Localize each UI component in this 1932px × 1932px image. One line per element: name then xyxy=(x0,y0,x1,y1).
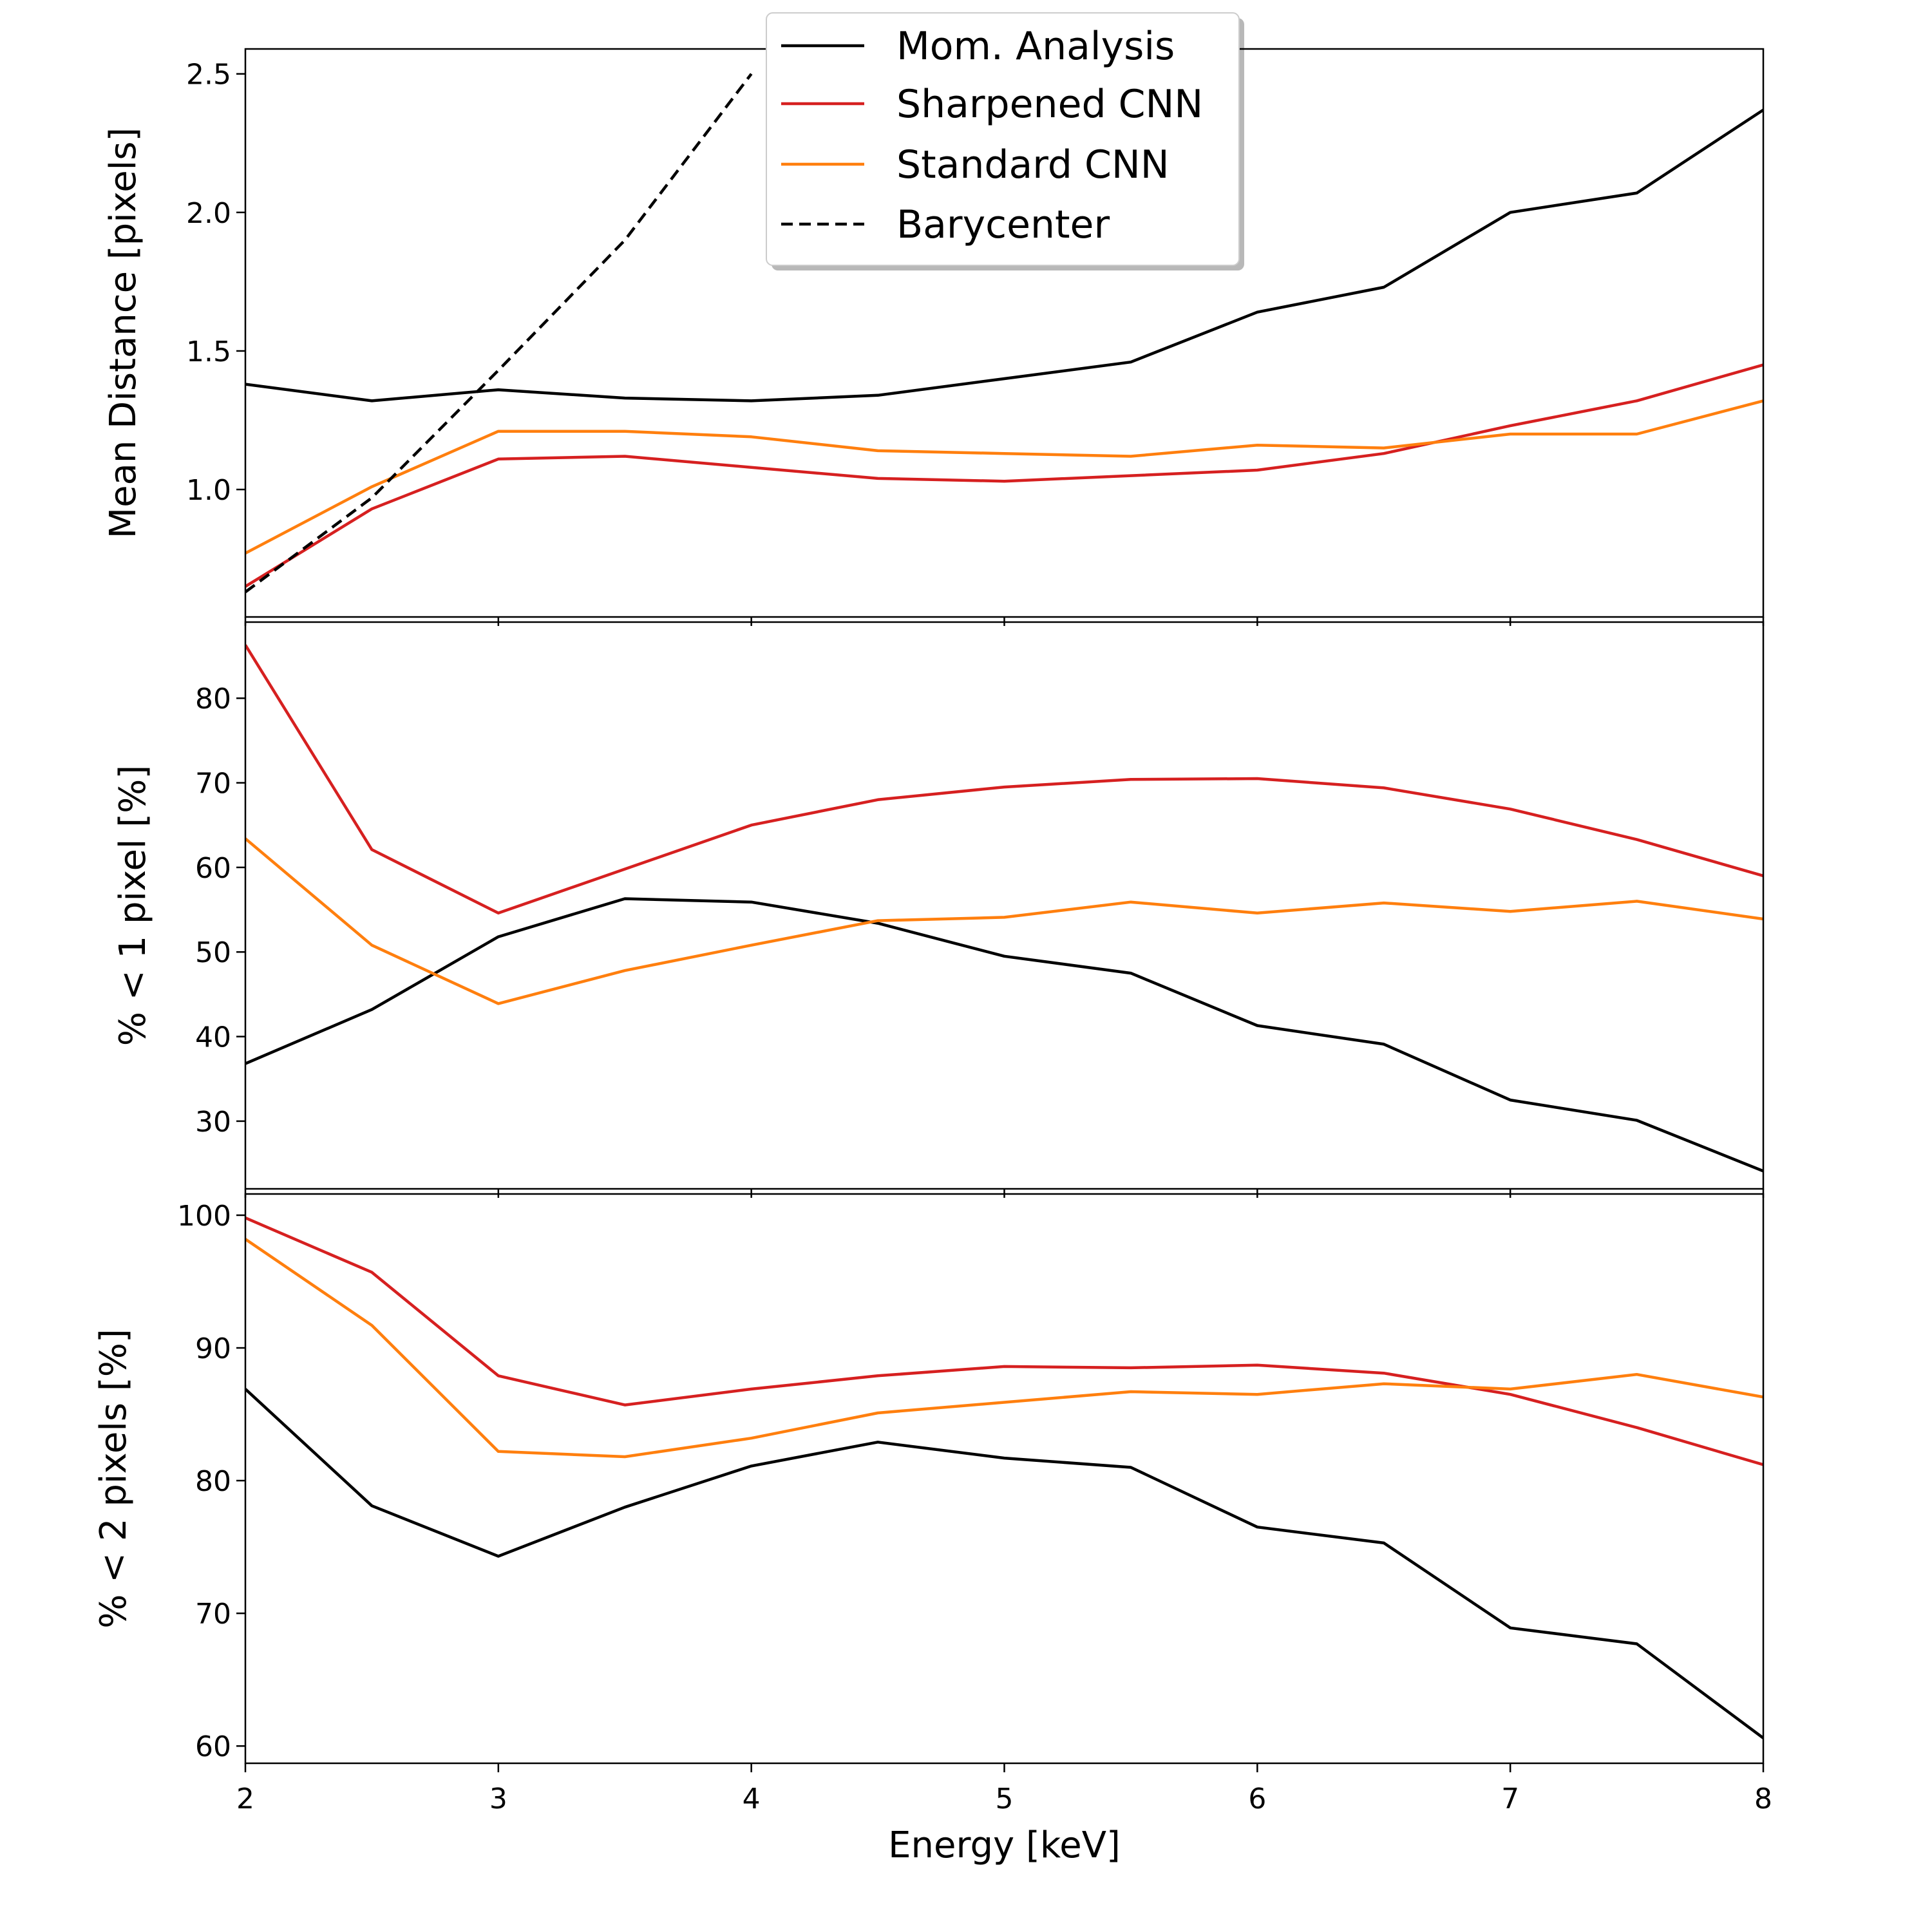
y-tick-label: 2.5 xyxy=(186,59,231,91)
legend-entry-label: Sharpened CNN xyxy=(896,82,1203,127)
y-axis-label: % < 2 pixels [%] xyxy=(93,1329,135,1629)
series-line-standard-cnn xyxy=(245,837,1763,1005)
x-tick-label: 5 xyxy=(996,1783,1014,1815)
y-tick-label: 1.5 xyxy=(186,336,231,368)
y-tick-label: 80 xyxy=(195,683,231,715)
y-tick-label: 60 xyxy=(195,852,231,885)
x-tick-label: 2 xyxy=(236,1783,254,1815)
series-line-mom-analysis xyxy=(245,108,1763,402)
plot-frame xyxy=(244,1193,1765,1765)
y-tick-label: 100 xyxy=(177,1200,231,1233)
x-tick-label: 8 xyxy=(1754,1783,1772,1815)
series-line-mom-analysis xyxy=(245,897,1763,1173)
series-line-sharpened-cnn xyxy=(245,1217,1763,1466)
series-line-standard-cnn xyxy=(245,399,1763,554)
y-tick-label: 40 xyxy=(195,1021,231,1054)
series-line-sharpened-cnn xyxy=(245,363,1763,588)
panel-3: 60 70 80 90 100 2 3 4 5 6 7 8 % < 2 pixels [%] xyxy=(93,1193,1772,1815)
legend: Mom. Analysis Sharpened CNN Standard CNN Ba… xyxy=(766,12,1244,270)
panel-1: 1.0 1.5 2.0 2.5 Mean Distance [pixels] xyxy=(102,48,1765,626)
legend-entry-label: Mom. Analysis xyxy=(896,24,1175,69)
series-line-sharpened-cnn xyxy=(245,644,1763,915)
legend-box xyxy=(766,12,1240,266)
y-tick-label: 70 xyxy=(195,768,231,800)
legend-entry-label: Standard CNN xyxy=(896,142,1170,187)
panel-2: 30 40 50 60 70 80 % < 1 pixel [%] xyxy=(112,621,1765,1198)
y-tick-label: 60 xyxy=(195,1730,231,1763)
y-tick-label: 70 xyxy=(195,1598,231,1631)
series-line-barycenter xyxy=(245,73,753,594)
y-tick-label: 50 xyxy=(195,936,231,969)
series-line-mom-analysis xyxy=(245,1388,1763,1739)
y-tick-label: 90 xyxy=(195,1332,231,1365)
legend-entry-label: Barycenter xyxy=(896,202,1110,247)
series-line-standard-cnn xyxy=(245,1238,1763,1459)
x-tick-label: 6 xyxy=(1248,1783,1266,1815)
x-tick-label: 4 xyxy=(743,1783,761,1815)
y-tick-label: 2.0 xyxy=(186,197,231,230)
x-tick-label: 7 xyxy=(1501,1783,1519,1815)
y-tick-label: 1.0 xyxy=(186,474,231,507)
y-axis-label: % < 1 pixel [%] xyxy=(112,765,154,1046)
x-axis-label: Energy [keV] xyxy=(888,1824,1121,1866)
y-axis-label: Mean Distance [pixels] xyxy=(102,128,144,538)
y-tick-label: 30 xyxy=(195,1106,231,1139)
x-tick-label: 3 xyxy=(489,1783,507,1815)
y-tick-label: 80 xyxy=(195,1465,231,1498)
